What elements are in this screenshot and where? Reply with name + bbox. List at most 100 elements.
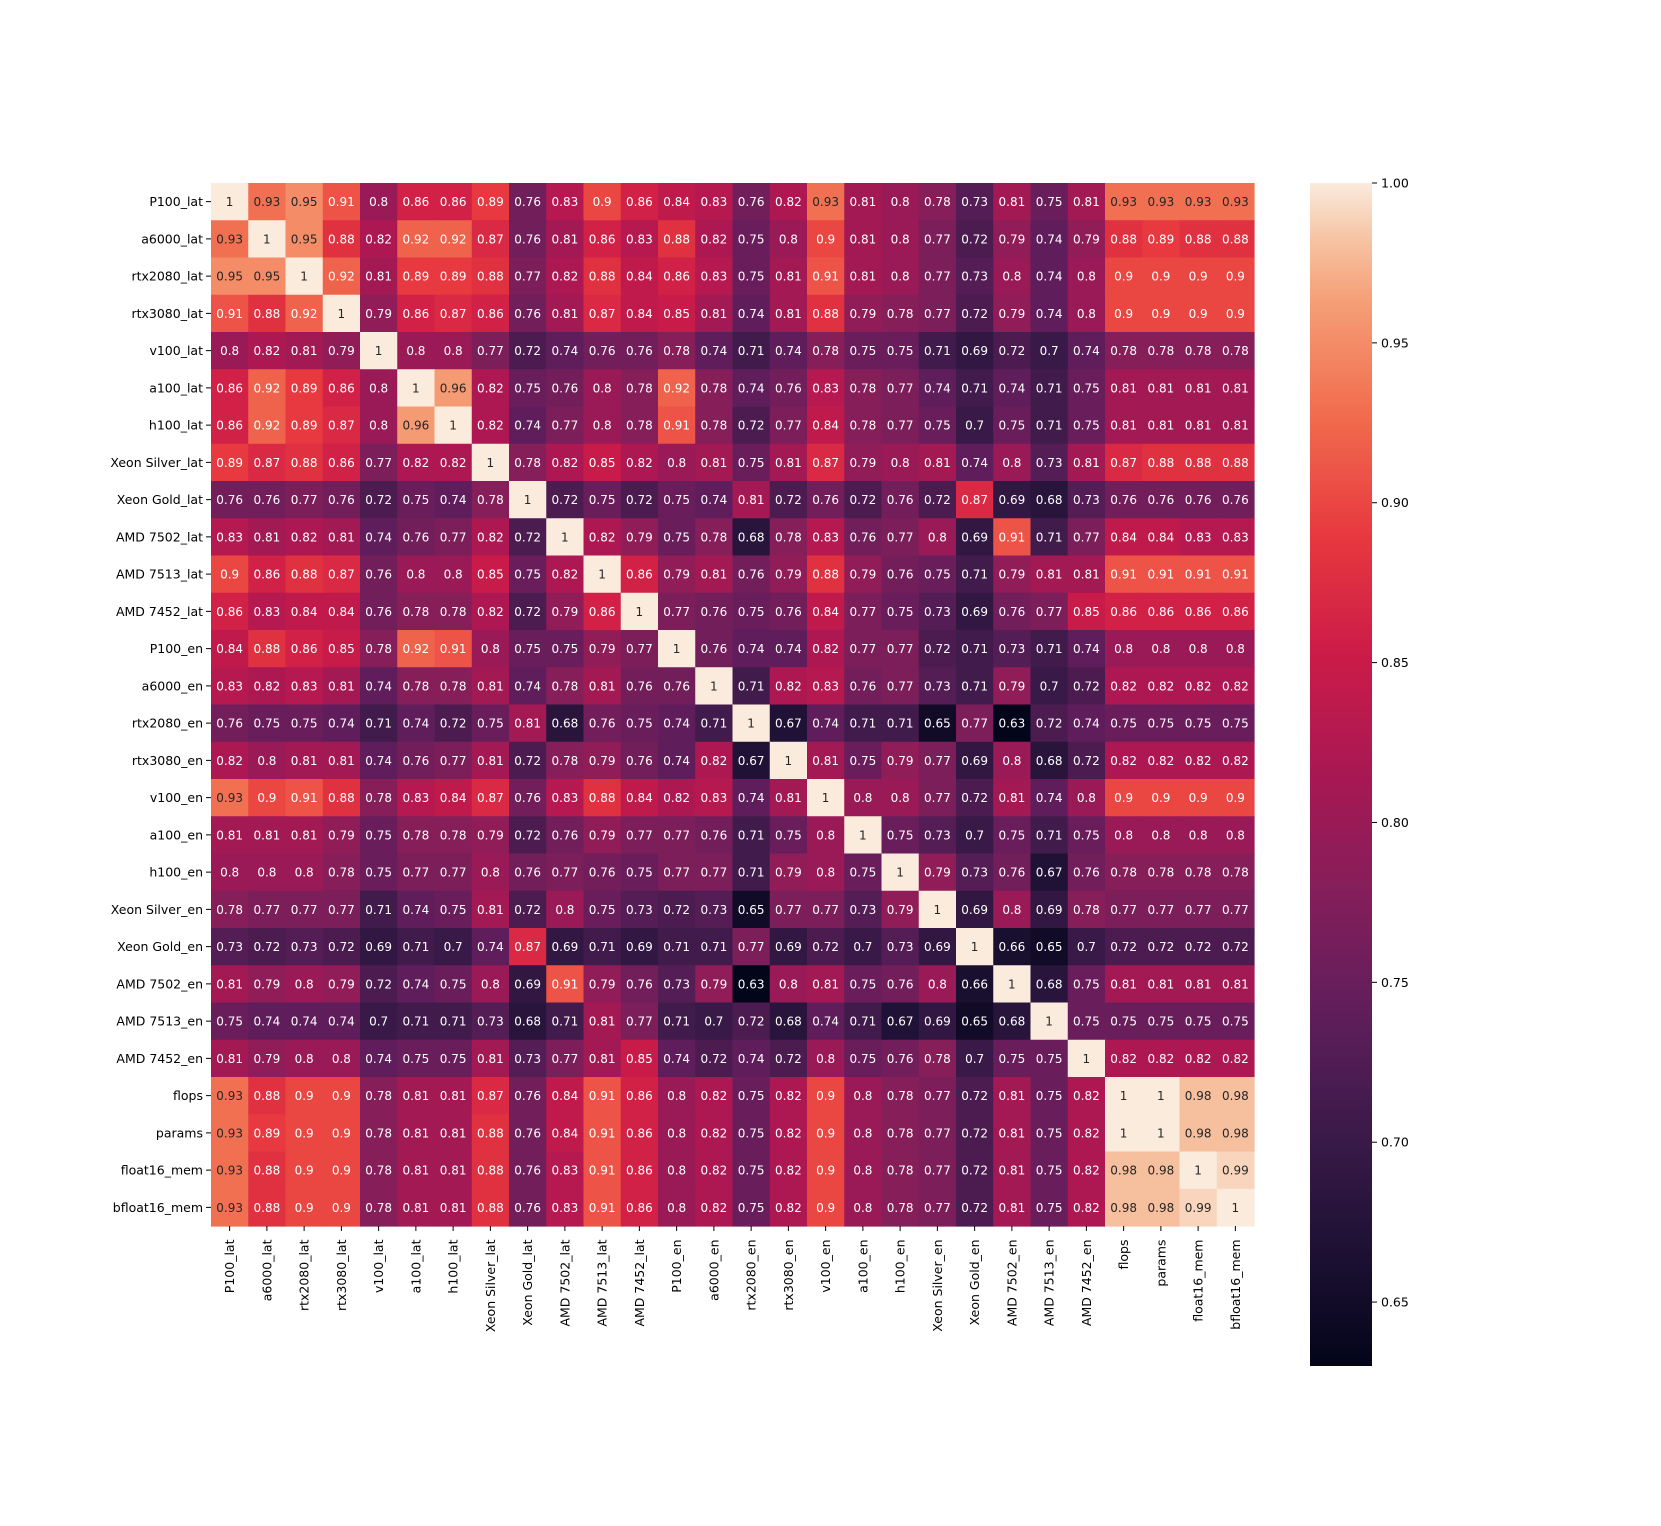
cell-value-label: 0.7 xyxy=(1040,344,1059,358)
cell-value-label: 0.82 xyxy=(775,1164,802,1178)
cell-value-label: 0.89 xyxy=(216,456,243,470)
heatmap-cell xyxy=(732,183,771,221)
cell-value-label: 0.74 xyxy=(663,717,690,731)
cell-value-label: 0.73 xyxy=(626,903,653,917)
heatmap-cell xyxy=(732,890,771,929)
cell-value-label: 0.72 xyxy=(254,940,281,954)
heatmap-cell xyxy=(1105,741,1143,780)
heatmap-cell xyxy=(397,1188,436,1227)
cell-value-label: 0.77 xyxy=(701,866,728,880)
heatmap-cell xyxy=(1179,816,1218,855)
heatmap-cell xyxy=(471,965,510,1004)
cell-value-label: 0.86 xyxy=(403,307,430,321)
cell-value-label: 0.9 xyxy=(1114,791,1133,805)
heatmap-cell xyxy=(844,294,883,333)
heatmap-cell xyxy=(918,443,957,482)
cell-value-label: 0.83 xyxy=(812,679,839,693)
cell-value-label: 0.82 xyxy=(552,456,579,470)
cell-value-label: 0.79 xyxy=(924,866,951,880)
cell-value-label: 0.82 xyxy=(552,270,579,284)
heatmap-cell xyxy=(546,294,585,333)
cell-value-label: 0.9 xyxy=(816,232,835,246)
cell-value-label: 0.9 xyxy=(332,1164,351,1178)
heatmap-cell xyxy=(1030,592,1069,631)
heatmap-cell xyxy=(956,928,994,966)
cell-value-label: 0.74 xyxy=(440,493,467,507)
heatmap-cell xyxy=(285,928,324,966)
heatmap-cell xyxy=(956,406,994,445)
cell-value-label: 0.91 xyxy=(1148,568,1175,582)
cell-value-label: 1 xyxy=(971,940,979,954)
heatmap-cell xyxy=(956,704,994,743)
cell-value-label: 0.82 xyxy=(589,530,616,544)
heatmap-cell xyxy=(695,481,734,519)
heatmap-cell xyxy=(471,741,510,780)
cell-value-label: 0.76 xyxy=(403,754,430,768)
cell-value-label: 0.77 xyxy=(924,1089,951,1103)
heatmap-cell xyxy=(285,630,324,668)
heatmap-cell xyxy=(658,741,696,780)
heatmap-cell xyxy=(1067,890,1106,929)
heatmap-cell xyxy=(397,294,436,333)
cell-value-label: 0.72 xyxy=(961,1089,988,1103)
cell-value-label: 0.81 xyxy=(440,1089,467,1103)
heatmap-cell xyxy=(509,816,547,855)
cell-value-label: 0.86 xyxy=(1185,605,1212,619)
cell-value-label: 0.76 xyxy=(216,717,243,731)
cell-value-label: 0.74 xyxy=(1036,791,1063,805)
cell-value-label: 0.8 xyxy=(1077,791,1096,805)
cell-value-label: 0.72 xyxy=(775,1052,802,1066)
cell-value-label: 1 xyxy=(934,903,942,917)
heatmap-cell xyxy=(1216,443,1255,482)
cell-value-label: 0.72 xyxy=(961,1164,988,1178)
cell-value-label: 0.87 xyxy=(477,1089,504,1103)
heatmap-cell xyxy=(620,853,659,892)
heatmap-cell xyxy=(769,630,808,668)
heatmap-cell xyxy=(1067,443,1106,482)
heatmap-cell xyxy=(1216,220,1255,259)
cell-value-label: 0.69 xyxy=(1036,903,1063,917)
cell-value-label: 0.75 xyxy=(924,568,951,582)
heatmap-cell xyxy=(881,518,920,557)
heatmap-cell xyxy=(434,1002,473,1041)
cell-value-label: 0.91 xyxy=(663,419,690,433)
heatmap-cell xyxy=(1105,518,1143,557)
cell-value-label: 0.74 xyxy=(812,717,839,731)
heatmap-cell xyxy=(918,555,957,594)
cell-value-label: 0.81 xyxy=(477,754,504,768)
cell-value-label: 0.72 xyxy=(924,642,951,656)
cell-value-label: 0.79 xyxy=(589,642,616,656)
heatmap-cell xyxy=(211,332,249,370)
cell-value-label: 0.8 xyxy=(1077,307,1096,321)
heatmap-cell xyxy=(509,369,547,408)
cell-value-label: 0.98 xyxy=(1185,1126,1212,1140)
heatmap-cell xyxy=(732,928,771,966)
heatmap-cell xyxy=(1030,704,1069,743)
heatmap-cell xyxy=(1105,667,1143,706)
heatmap-cell xyxy=(1067,518,1106,557)
cell-value-label: 0.9 xyxy=(1189,791,1208,805)
cell-value-label: 0.8 xyxy=(853,1126,872,1140)
cell-value-label: 0.82 xyxy=(1073,1201,1100,1215)
cell-value-label: 0.88 xyxy=(589,791,616,805)
cell-value-label: 0.69 xyxy=(775,940,802,954)
heatmap-cell xyxy=(434,704,473,743)
heatmap-cell xyxy=(1179,1002,1218,1041)
cell-value-label: 0.76 xyxy=(1073,866,1100,880)
heatmap-cell xyxy=(471,890,510,929)
cell-value-label: 0.83 xyxy=(701,195,728,209)
cell-value-label: 0.88 xyxy=(477,1201,504,1215)
cell-value-label: 0.72 xyxy=(961,307,988,321)
cell-value-label: 1 xyxy=(636,605,644,619)
heatmap-cell xyxy=(1030,965,1069,1004)
cell-value-label: 0.88 xyxy=(291,568,318,582)
heatmap-cell xyxy=(1216,779,1255,817)
cell-value-label: 0.8 xyxy=(891,195,910,209)
cell-value-label: 0.81 xyxy=(365,270,392,284)
cell-value-label: 0.78 xyxy=(775,530,802,544)
cell-value-label: 0.75 xyxy=(738,456,765,470)
heatmap-cell xyxy=(695,853,734,892)
cell-value-label: 0.92 xyxy=(291,307,318,321)
heatmap-cell xyxy=(1179,183,1218,221)
cell-value-label: 0.84 xyxy=(552,1089,579,1103)
